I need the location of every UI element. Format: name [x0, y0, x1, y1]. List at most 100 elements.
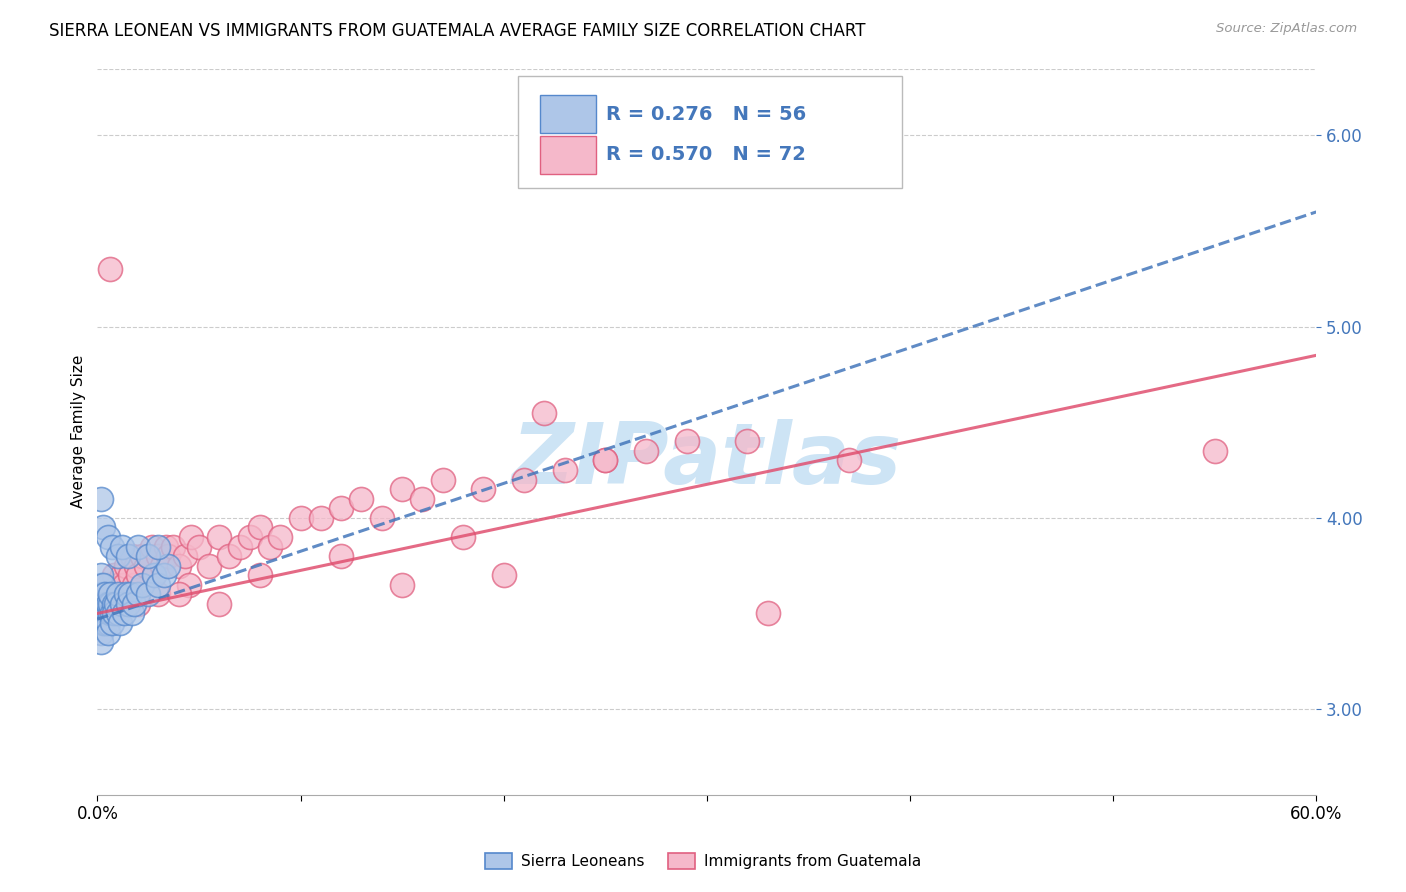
Point [107, 587, 129, 601]
Point [136, 549, 159, 563]
Point [96, 607, 118, 621]
Point [127, 597, 149, 611]
Point [98, 607, 121, 621]
Point [108, 615, 131, 630]
Point [89, 587, 111, 601]
Point [93, 615, 115, 630]
Point [98, 262, 121, 277]
Point [148, 540, 170, 554]
Point [114, 587, 136, 601]
Point [177, 578, 200, 592]
Point [127, 540, 149, 554]
Point [111, 540, 134, 554]
Point [117, 597, 139, 611]
Point [432, 473, 454, 487]
Point [208, 597, 231, 611]
Point [112, 578, 135, 592]
Legend: Sierra Leoneans, Immigrants from Guatemala: Sierra Leoneans, Immigrants from Guatema… [478, 847, 928, 875]
Point [100, 607, 122, 621]
Point [107, 549, 129, 563]
Point [157, 558, 180, 573]
Point [121, 607, 143, 621]
Point [187, 540, 209, 554]
Point [737, 434, 759, 449]
Point [290, 511, 312, 525]
Point [533, 406, 555, 420]
Point [114, 558, 136, 573]
Point [90, 491, 112, 506]
Point [98, 597, 121, 611]
Point [118, 587, 141, 601]
Point [208, 530, 231, 544]
Point [125, 558, 148, 573]
Point [98, 587, 121, 601]
Point [93, 520, 115, 534]
Point [239, 530, 262, 544]
Point [117, 549, 139, 563]
Point [143, 568, 166, 582]
Point [90, 615, 112, 630]
Point [90, 597, 112, 611]
Point [492, 568, 515, 582]
Point [103, 568, 125, 582]
Point [104, 597, 127, 611]
Point [150, 558, 173, 573]
Point [391, 482, 413, 496]
Point [90, 578, 112, 592]
Text: Source: ZipAtlas.com: Source: ZipAtlas.com [1216, 22, 1357, 36]
Point [103, 607, 125, 621]
Point [94, 607, 117, 621]
Point [634, 444, 657, 458]
Point [127, 568, 149, 582]
Point [94, 587, 117, 601]
Point [148, 578, 170, 592]
Point [90, 635, 112, 649]
Point [103, 597, 125, 611]
Point [93, 578, 115, 592]
Point [330, 501, 353, 516]
Point [157, 549, 180, 563]
Point [100, 540, 122, 554]
Point [108, 587, 131, 601]
Point [451, 530, 474, 544]
Point [259, 540, 281, 554]
Point [131, 549, 153, 563]
Point [90, 597, 112, 611]
Point [131, 578, 153, 592]
Point [94, 615, 117, 630]
Point [391, 578, 413, 592]
Point [593, 453, 616, 467]
Point [122, 597, 145, 611]
Point [155, 540, 177, 554]
Point [167, 587, 190, 601]
Point [89, 607, 111, 621]
Point [838, 453, 860, 467]
Point [330, 549, 353, 563]
Point [100, 615, 122, 630]
Y-axis label: Average Family Size: Average Family Size [72, 355, 86, 508]
Point [104, 597, 127, 611]
Point [127, 587, 149, 601]
Point [1204, 444, 1226, 458]
Point [136, 549, 159, 563]
Point [100, 587, 122, 601]
Point [269, 530, 291, 544]
Point [107, 607, 129, 621]
Point [93, 607, 115, 621]
Point [122, 578, 145, 592]
Point [148, 549, 170, 563]
FancyBboxPatch shape [517, 76, 901, 188]
Point [148, 587, 170, 601]
Point [118, 568, 141, 582]
Point [141, 540, 163, 554]
Point [136, 587, 159, 601]
Point [96, 615, 118, 630]
Point [554, 463, 576, 477]
Point [111, 597, 134, 611]
Point [218, 549, 240, 563]
Point [96, 597, 118, 611]
Point [513, 473, 536, 487]
Point [162, 540, 184, 554]
Point [593, 453, 616, 467]
Point [117, 587, 139, 601]
